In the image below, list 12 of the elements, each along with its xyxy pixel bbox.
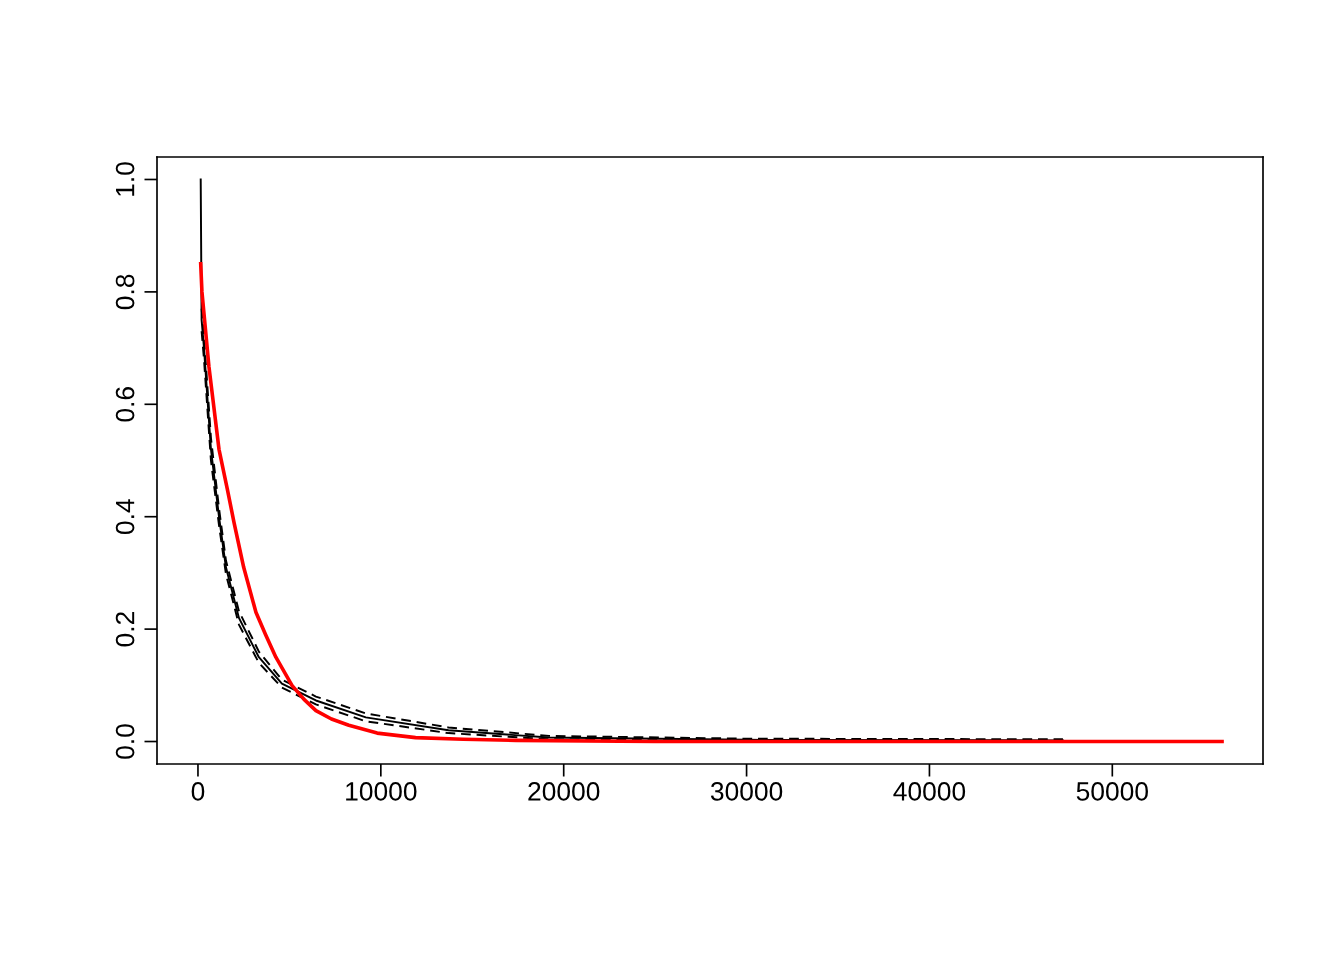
y-tick-label: 0.8 [115, 274, 135, 310]
x-tick-label: 0 [191, 782, 205, 801]
x-tick-label: 10000 [346, 782, 417, 801]
y-tick-label: 0.0 [115, 724, 135, 759]
y-tick-label: 0.2 [115, 612, 135, 647]
x-tick-label: 40000 [893, 782, 966, 801]
x-tick-label: 50000 [1076, 782, 1148, 801]
x-tick-label: 30000 [710, 782, 783, 801]
x-tick-label: 20000 [528, 782, 600, 801]
y-tick-label: 0.6 [115, 387, 135, 422]
y-tick-label: 1.0 [115, 162, 135, 196]
y-tick-label: 0.4 [115, 499, 135, 535]
